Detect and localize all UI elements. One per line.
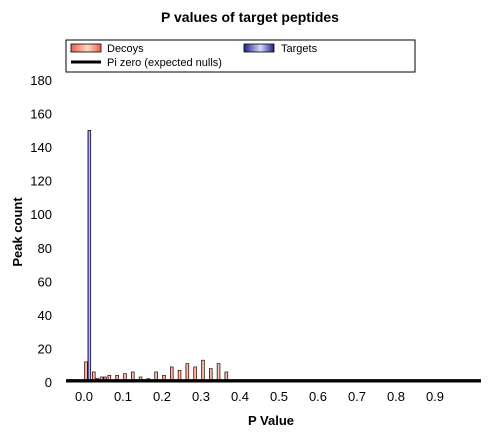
x-tick-label: 0.0 [75,389,93,404]
y-tick-label: 80 [38,241,52,256]
legend-label-targets: Targets [281,43,318,55]
y-tick-label: 100 [30,207,52,222]
legend-swatch-decoys [70,43,102,53]
legend-swatch-targets [243,43,275,53]
bar-decoys [201,359,205,383]
chart-title: P values of target peptides [161,9,339,25]
y-tick-label: 40 [38,308,52,323]
legend-label-decoys: Decoys [107,43,144,55]
x-tick-label: 0.3 [192,389,210,404]
x-tick-label: 0.1 [114,389,132,404]
x-tick-label: 0.5 [270,389,288,404]
y-tick-label: 20 [38,341,52,356]
bars [84,130,236,383]
legend: Decoys Targets Pi zero (expected nulls) [65,39,416,73]
x-tick-label: 0.4 [231,389,249,404]
legend-label-pi-zero: Pi zero (expected nulls) [107,57,222,69]
y-tick-label: 180 [30,73,52,88]
x-tick-label: 0.8 [387,389,405,404]
x-tick-label: 0.2 [153,389,171,404]
x-tick-label: 0.7 [348,389,366,404]
bar-decoys [84,361,88,383]
y-tick-label: 0 [45,375,52,390]
y-tick-label: 120 [30,174,52,189]
y-tick-labels: 0 20 40 60 80 100 120 140 160 180 [30,73,52,390]
y-tick-label: 60 [38,274,52,289]
y-axis-label: Peak count [10,197,25,267]
legend-box [65,39,416,73]
y-tick-label: 160 [30,107,52,122]
bar-targets [87,130,92,383]
x-tick-labels: 0.0 0.1 0.2 0.3 0.4 0.5 0.6 0.7 0.8 0.9 [75,389,444,404]
x-axis-label: P Value [248,413,294,428]
y-tick-label: 140 [30,140,52,155]
x-tick-label: 0.9 [426,389,444,404]
x-tick-label: 0.6 [309,389,327,404]
